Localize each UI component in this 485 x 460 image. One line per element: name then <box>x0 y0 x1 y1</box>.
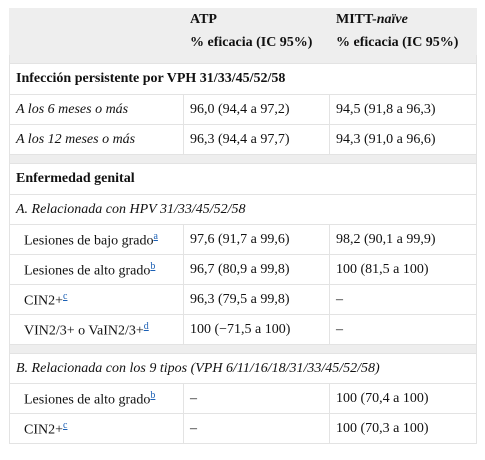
row-label-cell: Lesiones de alto gradob <box>9 383 184 414</box>
row-label-cell: Lesiones de alto gradob <box>9 254 184 285</box>
cell: – <box>183 383 330 414</box>
row-label: A los 6 meses o más <box>9 94 184 125</box>
cell: 100 (70,4 a 100) <box>329 383 477 414</box>
spacer <box>9 344 477 354</box>
header-cell: ATP <box>183 8 330 31</box>
cell: 94,5 (91,8 a 96,3) <box>329 94 477 125</box>
row-label-cell: VIN2/3+ o VaIN2/3+d <box>9 314 184 345</box>
cell: – <box>329 284 477 315</box>
data-row: CIN2+c –100 (70,3 a 100) <box>9 413 477 444</box>
header-row: ATP MITT-naïve <box>9 8 477 31</box>
spacer <box>9 54 477 64</box>
row-label-cell: Lesiones de bajo gradoa <box>9 224 184 255</box>
footnote-ref: a <box>153 229 157 242</box>
header-cell: % eficacia (IC 95%) <box>329 30 477 55</box>
header-cell: MITT-naïve <box>329 8 477 31</box>
cell: 100 (70,3 a 100) <box>329 413 477 444</box>
cell: 100 (81,5 a 100) <box>329 254 477 285</box>
section-row: Enfermedad genital <box>9 163 477 195</box>
footnote-ref: b <box>150 388 155 401</box>
spacer-row <box>9 344 477 354</box>
efficacy-table: ATP MITT-naïve % eficacia (IC 95%) % efi… <box>9 8 477 444</box>
cell: 96,0 (94,4 a 97,2) <box>183 94 330 125</box>
row-label: CIN2+ <box>24 293 64 309</box>
cell: – <box>329 314 477 345</box>
footnote-link[interactable]: b <box>150 261 156 273</box>
header-text: naïve <box>376 11 408 27</box>
header-cell <box>9 8 184 31</box>
header-cell: % eficacia (IC 95%) <box>183 30 330 55</box>
cell: 96,7 (80,9 a 99,8) <box>183 254 330 285</box>
section-title: Enfermedad genital <box>9 163 477 195</box>
cell: 98,2 (90,1 a 99,9) <box>329 224 477 255</box>
footnote-link[interactable]: d <box>143 321 149 333</box>
spacer <box>9 154 477 164</box>
row-label: Lesiones de alto grado <box>24 392 151 408</box>
spacer-row <box>9 154 477 164</box>
data-row: CIN2+c 96,3 (79,5 a 99,8) – <box>9 284 477 315</box>
row-label-cell: CIN2+c <box>9 284 184 315</box>
data-row: VIN2/3+ o VaIN2/3+d 100 (−71,5 a 100) – <box>9 314 477 345</box>
footnote-link[interactable]: c <box>63 291 68 303</box>
row-label: Lesiones de alto grado <box>24 263 151 279</box>
cell: – <box>183 413 330 444</box>
cell: 94,3 (91,0 a 96,6) <box>329 124 477 155</box>
row-label-cell: CIN2+c <box>9 413 184 444</box>
cell: 97,6 (91,7 a 99,6) <box>183 224 330 255</box>
spacer-row <box>9 54 477 64</box>
footnote-ref: c <box>63 289 67 302</box>
cell: 96,3 (94,4 a 97,7) <box>183 124 330 155</box>
row-label: CIN2+ <box>24 422 64 438</box>
footnote-ref: c <box>63 418 67 431</box>
subsection-title: A. Relacionada con HPV 31/33/45/52/58 <box>9 194 477 225</box>
footnote-ref: d <box>144 319 149 332</box>
footnote-ref: b <box>150 259 155 272</box>
data-row: A los 6 meses o más 96,0 (94,4 a 97,2) 9… <box>9 94 477 125</box>
row-label: Lesiones de bajo grado <box>24 233 154 249</box>
cell: 96,3 (79,5 a 99,8) <box>183 284 330 315</box>
footnote-link[interactable]: b <box>150 390 156 402</box>
footnote-link[interactable]: c <box>63 420 68 432</box>
data-row: A los 12 meses o más 96,3 (94,4 a 97,7) … <box>9 124 477 155</box>
header-text: MITT- <box>336 11 377 27</box>
data-row: Lesiones de alto gradob 96,7 (80,9 a 99,8… <box>9 254 477 285</box>
section-row: Infección persistente por VPH 31/33/45/5… <box>9 63 477 95</box>
subsection-row: B. Relacionada con los 9 tipos (VPH 6/11… <box>9 353 477 384</box>
footnote-link[interactable]: a <box>153 231 158 243</box>
row-label: A los 12 meses o más <box>9 124 184 155</box>
section-title: Infección persistente por VPH 31/33/45/5… <box>9 63 477 95</box>
header-cell <box>9 30 184 55</box>
subsections: A. Relacionada con HPV 31/33/45/52/58 Les… <box>9 194 477 444</box>
header-row: % eficacia (IC 95%) % eficacia (IC 95%) <box>9 30 477 55</box>
subsection-row: A. Relacionada con HPV 31/33/45/52/58 <box>9 194 477 225</box>
subsection-title: B. Relacionada con los 9 tipos (VPH 6/11… <box>9 353 477 384</box>
row-label: VIN2/3+ o VaIN2/3+ <box>24 323 144 339</box>
data-row: Lesiones de bajo gradoa 97,6 (91,7 a 99,6… <box>9 224 477 255</box>
data-row: Lesiones de alto gradob –100 (70,4 a 100) <box>9 383 477 414</box>
cell: 100 (−71,5 a 100) <box>183 314 330 345</box>
